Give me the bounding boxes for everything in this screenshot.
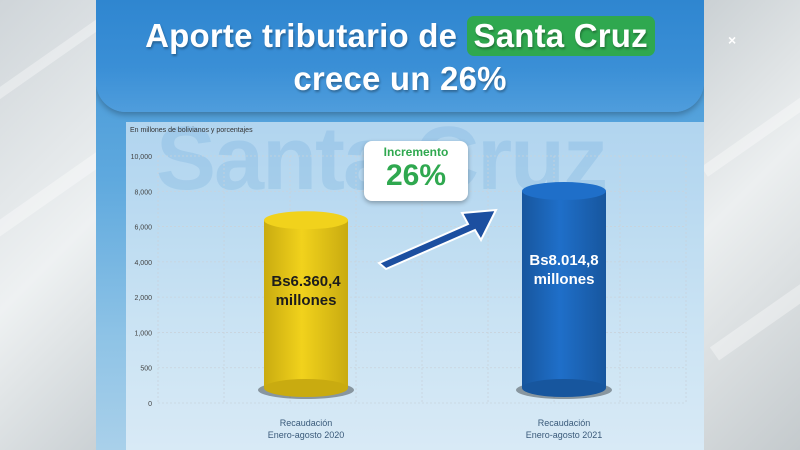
x-category-label: Recaudación Enero-agosto 2020: [236, 417, 376, 441]
y-tick-label: 1,000: [134, 330, 152, 337]
slide: Santa Cruz Aporte tributario de Santa Cr…: [96, 0, 704, 450]
increment-value: 26%: [385, 159, 447, 192]
title-line-1: Aporte tributario de Santa Cruz: [96, 16, 704, 56]
title-highlight: Santa Cruz: [466, 16, 655, 56]
bar-value-line: Bs6.360,4: [271, 273, 341, 290]
bar: [522, 191, 606, 388]
bar-top: [522, 182, 606, 201]
y-tick-label: 0: [148, 401, 152, 408]
bar-base: [522, 379, 606, 397]
bar-base: [264, 379, 348, 397]
title-prefix: Aporte tributario de: [145, 17, 467, 54]
close-icon[interactable]: ×: [728, 32, 737, 48]
y-tick-label: 10,000: [131, 154, 153, 161]
x-category-label: Recaudación Enero-agosto 2021: [494, 417, 634, 441]
title-banner: Aporte tributario de Santa Cruz crece un…: [96, 0, 704, 112]
bar-value-line: millones: [275, 292, 337, 309]
y-tick-label: 4,000: [134, 260, 152, 267]
x-category-line: Recaudación: [279, 418, 333, 428]
bar-value-line: millones: [533, 271, 595, 288]
title-line-2: crece un 26%: [293, 60, 507, 97]
bar-chart: 0 500 1,000 2,000 4,000 6,000 8,000 10,000: [131, 154, 687, 408]
x-category-line: Enero-agosto 2021: [525, 430, 603, 440]
increment-box: Incremento 26%: [364, 141, 468, 201]
bar: [264, 220, 348, 388]
growth-arrow: [377, 208, 498, 271]
increment-label: Incremento: [383, 145, 449, 159]
y-tick-label: 500: [140, 366, 152, 373]
x-category-line: Recaudación: [537, 418, 591, 428]
chart-subtitle: En millones de bolivianos y porcentajes: [130, 127, 253, 134]
bar-value-label: Bs8.014,8 millones: [504, 251, 624, 289]
y-tick-label: 2,000: [134, 295, 152, 302]
bar-top: [264, 211, 348, 230]
bar-value-label: Bs6.360,4 millones: [246, 272, 366, 310]
x-category-line: Enero-agosto 2020: [267, 430, 345, 440]
y-tick-label: 8,000: [134, 189, 152, 196]
bar-value-line: Bs8.014,8: [529, 252, 599, 269]
y-tick-label: 6,000: [134, 225, 152, 232]
